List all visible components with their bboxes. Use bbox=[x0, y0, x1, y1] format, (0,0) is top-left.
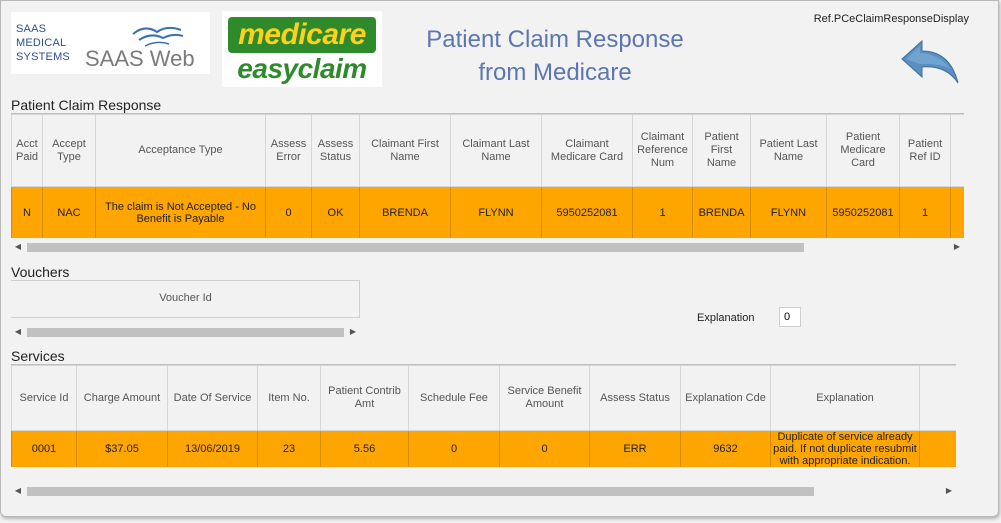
page-title: Patient Claim Response from Medicare bbox=[400, 23, 710, 89]
cell-date-of-service: 13/06/2019 bbox=[167, 430, 258, 467]
cell-claimant-first-name: BRENDA bbox=[359, 186, 451, 238]
scroll-right-arrow-icon[interactable]: ▶ bbox=[945, 486, 953, 495]
cell-service-id: 0001 bbox=[11, 430, 77, 467]
col-claimant-last-name[interactable]: Claimant Last Name bbox=[450, 114, 542, 187]
col-acceptance-type[interactable]: Acceptance Type bbox=[95, 114, 266, 187]
col-charge-amount[interactable]: Charge Amount bbox=[76, 365, 168, 431]
col-service-id[interactable]: Service Id bbox=[11, 365, 77, 431]
scroll-left-arrow-icon[interactable]: ◀ bbox=[14, 486, 22, 495]
scrollbar-thumb[interactable] bbox=[27, 487, 814, 496]
cell-assess-status: ERR bbox=[589, 430, 681, 467]
claim-section-title: Patient Claim Response bbox=[11, 97, 162, 113]
saas-logo-line: SYSTEMS bbox=[16, 51, 70, 63]
col-explanation[interactable]: Explanation bbox=[770, 365, 920, 431]
col-patient-first-name[interactable]: Patient First Name bbox=[692, 114, 751, 187]
col-item-no[interactable]: Item No. bbox=[257, 365, 321, 431]
cell-claimant-last-name: FLYNN bbox=[450, 186, 542, 238]
services-horizontal-scrollbar[interactable]: ◀ ▶ bbox=[11, 484, 956, 498]
claim-table: Acct Paid Accept Type Acceptance Type As… bbox=[11, 114, 964, 238]
page-title-line2: from Medicare bbox=[478, 59, 632, 86]
vouchers-section-title: Vouchers bbox=[11, 264, 70, 280]
col-explanation-cde[interactable]: Explanation Cde bbox=[680, 365, 771, 431]
saas-logo-line: SAAS bbox=[16, 23, 47, 35]
cell-patient-first-name: BRENDA bbox=[692, 186, 751, 238]
col-truncated[interactable]: F bbox=[950, 114, 964, 187]
cell-patient-ref-id: 1 bbox=[899, 186, 951, 238]
cell-accept-type: NAC bbox=[42, 186, 96, 238]
scrollbar-thumb[interactable] bbox=[27, 243, 804, 252]
col-claimant-medicare-card[interactable]: Claimant Medicare Card bbox=[541, 114, 633, 187]
cell-claimant-medicare-card: 5950252081 bbox=[541, 186, 633, 238]
cell-patient-contrib-amt: 5.56 bbox=[320, 430, 409, 467]
services-table: Service Id Charge Amount Date Of Service… bbox=[11, 365, 956, 467]
scroll-left-arrow-icon[interactable]: ◀ bbox=[14, 327, 22, 336]
voucher-table: Voucher Id bbox=[11, 280, 360, 318]
col-patient-last-name[interactable]: Patient Last Name bbox=[750, 114, 827, 187]
cell-schedule-fee: 0 bbox=[408, 430, 500, 467]
bird-swoosh-icon bbox=[132, 26, 184, 47]
col-claimant-reference-num[interactable]: Claimant Reference Num bbox=[632, 114, 693, 187]
cell-claimant-reference-num: 1 bbox=[632, 186, 693, 238]
services-section-rule bbox=[11, 364, 956, 365]
col-schedule-fee[interactable]: Schedule Fee bbox=[408, 365, 500, 431]
scroll-left-arrow-icon[interactable]: ◀ bbox=[14, 242, 22, 251]
cell-truncated: 2 bbox=[950, 186, 964, 238]
col-assess-status[interactable]: Assess Status bbox=[589, 365, 681, 431]
claim-section-rule bbox=[11, 113, 964, 114]
col-acct-paid[interactable]: Acct Paid bbox=[11, 114, 43, 187]
saas-logo-line: MEDICAL bbox=[16, 37, 67, 49]
col-patient-contrib-amt[interactable]: Patient Contrib Amt bbox=[320, 365, 409, 431]
col-assess-error[interactable]: Assess Error bbox=[265, 114, 312, 187]
col-patient-medicare-card[interactable]: Patient Medicare Card bbox=[826, 114, 900, 187]
cell-explanation: Duplicate of service already paid. If no… bbox=[770, 430, 920, 467]
cell-patient-medicare-card: 5950252081 bbox=[826, 186, 900, 238]
saas-logo-text: SAAS MEDICAL SYSTEMS bbox=[16, 22, 70, 64]
services-header-row: Service Id Charge Amount Date Of Service… bbox=[11, 365, 956, 431]
reference-label: Ref.PCeClaimResponseDisplay bbox=[813, 13, 969, 25]
col-patient-ref-id[interactable]: Patient Ref ID bbox=[899, 114, 951, 187]
easyclaim-wordmark: easyclaim bbox=[237, 53, 367, 84]
cell-acct-paid: N bbox=[11, 186, 43, 238]
voucher-header-divider bbox=[11, 317, 360, 318]
col-claimant-first-name[interactable]: Claimant First Name bbox=[359, 114, 451, 187]
col-service-benefit-amount[interactable]: Service Benefit Amount bbox=[499, 365, 590, 431]
cell-item-no: 23 bbox=[257, 430, 321, 467]
cell-assess-error: 0 bbox=[265, 186, 312, 238]
claim-horizontal-scrollbar[interactable]: ◀ ▶ bbox=[11, 240, 964, 254]
saas-web-logo: SAAS MEDICAL SYSTEMS SAAS Web bbox=[11, 12, 210, 74]
back-button[interactable] bbox=[900, 37, 962, 87]
services-section-title: Services bbox=[11, 348, 65, 364]
scroll-right-arrow-icon[interactable]: ▶ bbox=[349, 327, 357, 336]
medicare-easyclaim-logo: medicare easyclaim bbox=[222, 11, 382, 87]
col-empty bbox=[919, 365, 956, 431]
scrollbar-thumb[interactable] bbox=[27, 328, 344, 337]
back-arrow-icon bbox=[901, 39, 959, 84]
cell-charge-amount: $37.05 bbox=[76, 430, 168, 467]
col-date-of-service[interactable]: Date Of Service bbox=[167, 365, 258, 431]
col-accept-type[interactable]: Accept Type bbox=[42, 114, 96, 187]
table-row[interactable]: N NAC The claim is Not Accepted - No Ben… bbox=[11, 186, 964, 238]
medicare-wordmark: medicare bbox=[228, 17, 376, 53]
cell-patient-last-name: FLYNN bbox=[750, 186, 827, 238]
explanation-label: Explanation bbox=[697, 312, 755, 324]
claim-header-row: Acct Paid Accept Type Acceptance Type As… bbox=[11, 114, 964, 187]
page-title-line1: Patient Claim Response bbox=[426, 26, 684, 53]
services-table-viewport: Service Id Charge Amount Date Of Service… bbox=[11, 365, 956, 467]
scroll-right-arrow-icon[interactable]: ▶ bbox=[953, 242, 961, 251]
claim-table-viewport: Acct Paid Accept Type Acceptance Type As… bbox=[11, 114, 964, 238]
voucher-horizontal-scrollbar[interactable]: ◀ ▶ bbox=[11, 325, 360, 339]
cell-service-benefit-amount: 0 bbox=[499, 430, 590, 467]
cell-acceptance-type: The claim is Not Accepted - No Benefit i… bbox=[95, 186, 266, 238]
saas-web-wordmark: SAAS Web bbox=[85, 46, 195, 71]
col-voucher-id[interactable]: Voucher Id bbox=[159, 292, 212, 304]
explanation-field[interactable] bbox=[779, 307, 801, 327]
col-assess-status[interactable]: Assess Status bbox=[311, 114, 360, 187]
cell-explanation-cde: 9632 bbox=[680, 430, 771, 467]
cell-assess-status: OK bbox=[311, 186, 360, 238]
table-row[interactable]: 0001 $37.05 13/06/2019 23 5.56 0 0 ERR 9… bbox=[11, 430, 956, 467]
cell-empty bbox=[919, 430, 956, 467]
